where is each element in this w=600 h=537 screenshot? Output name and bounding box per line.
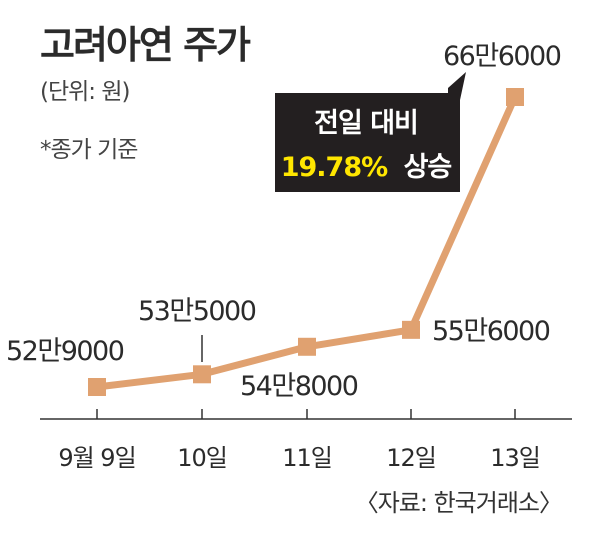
x-tick-label: 10일 [177, 444, 227, 472]
x-tick-label: 13일 [490, 444, 540, 472]
data-point [402, 320, 420, 339]
x-tick-label: 12일 [386, 444, 436, 472]
source-note: 〈자료: 한국거래소〉 [354, 489, 563, 517]
data-label: 54만8000 [240, 371, 358, 402]
data-labels: 52만9000 53만5000 54만8000 55만6000 66만6000 [6, 41, 562, 402]
change-callout: 전일 대비 19.78% 상승 [275, 72, 466, 192]
x-tick-label: 9월 9일 [58, 444, 135, 472]
data-point [298, 337, 316, 356]
data-point [506, 88, 524, 106]
data-label: 53만5000 [138, 296, 256, 327]
callout-box [275, 72, 466, 192]
data-markers [88, 88, 524, 396]
callout-suffix: 상승 [404, 152, 452, 183]
x-tick-label: 11일 [282, 444, 332, 472]
data-point [88, 378, 106, 396]
basis-note: *종가 기준 [40, 137, 138, 163]
callout-line2: 19.78% 상승 [281, 152, 452, 183]
data-label: 55만6000 [432, 316, 550, 347]
chart-title: 고려아연 주가 [40, 23, 251, 67]
x-tick-labels: 9월 9일 10일 11일 12일 13일 [58, 444, 540, 472]
x-axis [40, 335, 572, 420]
unit-note: (단위: 원) [40, 79, 130, 105]
data-label: 52만9000 [6, 336, 124, 367]
data-label: 66만6000 [443, 41, 561, 72]
data-point [193, 365, 211, 384]
callout-line1: 전일 대비 [314, 108, 418, 139]
callout-percent: 19.78% [281, 152, 388, 183]
